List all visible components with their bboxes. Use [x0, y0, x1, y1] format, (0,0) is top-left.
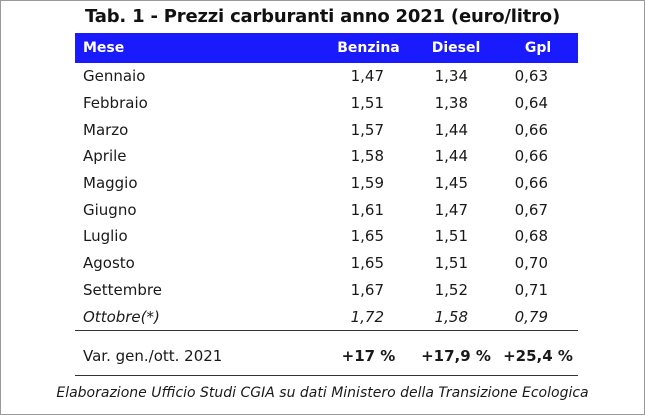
gpl-cell: 0,64: [514, 94, 548, 113]
spacer-row: [75, 330, 578, 343]
benzina-cell: 1,61: [350, 200, 384, 219]
benzina-cell: 1,65: [350, 227, 384, 246]
diesel-cell: 1,52: [434, 280, 468, 299]
fuel-price-table: Mese Benzina Diesel Gpl Gennaio 1,47 1,3…: [75, 33, 578, 376]
month-cell: Ottobre(*): [75, 303, 323, 331]
month-cell: Marzo: [83, 120, 129, 139]
benzina-cell: 1,59: [350, 174, 384, 193]
column-header-diesel: Diesel: [414, 33, 498, 63]
gpl-cell: 0,66: [514, 147, 548, 166]
month-cell: Luglio: [83, 227, 128, 246]
month-cell: Febbraio: [83, 94, 148, 113]
bottom-rule-row: [75, 368, 578, 376]
gpl-cell: 0,66: [514, 120, 548, 139]
gpl-cell: 0,68: [514, 227, 548, 246]
month-cell: Giugno: [83, 200, 137, 219]
month-cell: Agosto: [83, 254, 135, 273]
variation-gpl: +25,4 %: [503, 346, 573, 365]
gpl-cell: 0,70: [514, 254, 548, 273]
gpl-cell: 0,79: [498, 303, 578, 331]
diesel-cell: 1,58: [414, 303, 498, 331]
gpl-cell: 0,63: [514, 67, 548, 86]
variation-benzina: +17 %: [341, 346, 396, 365]
month-cell: Settembre: [83, 280, 162, 299]
diesel-cell: 1,51: [434, 254, 468, 273]
month-cell: Gennaio: [83, 67, 146, 86]
benzina-cell: 1,47: [350, 67, 384, 86]
diesel-cell: 1,44: [434, 120, 468, 139]
diesel-cell: 1,34: [434, 67, 468, 86]
table-row: Giugno 1,61 1,47 0,67: [75, 196, 578, 223]
benzina-cell: 1,58: [350, 147, 384, 166]
table-row: Gennaio 1,47 1,34 0,63: [75, 63, 578, 90]
benzina-cell: 1,65: [350, 254, 384, 273]
diesel-cell: 1,38: [434, 94, 468, 113]
month-cell: Aprile: [83, 147, 127, 166]
table-row: Aprile 1,58 1,44 0,66: [75, 143, 578, 170]
benzina-cell: 1,67: [350, 280, 384, 299]
month-cell: Maggio: [83, 174, 138, 193]
diesel-cell: 1,51: [434, 227, 468, 246]
table-row: Febbraio 1,51 1,38 0,64: [75, 90, 578, 117]
variation-row: Var. gen./ott. 2021 +17 % +17,9 % +25,4 …: [75, 343, 578, 369]
variation-diesel: +17,9 %: [421, 346, 491, 365]
gpl-cell: 0,71: [514, 280, 548, 299]
table-row: Agosto 1,65 1,51 0,70: [75, 250, 578, 277]
column-header-gpl: Gpl: [498, 33, 578, 63]
benzina-cell: 1,72: [323, 303, 414, 331]
table-row: Marzo 1,57 1,44 0,66: [75, 116, 578, 143]
source-note: Elaborazione Ufficio Studi CGIA su dati …: [56, 385, 589, 401]
table-title: Tab. 1 - Prezzi carburanti anno 2021 (eu…: [84, 6, 560, 27]
table-row: Luglio 1,65 1,51 0,68: [75, 223, 578, 250]
column-header-month: Mese: [75, 33, 323, 63]
diesel-cell: 1,47: [434, 200, 468, 219]
column-header-benzina: Benzina: [323, 33, 414, 63]
gpl-cell: 0,67: [514, 200, 548, 219]
benzina-cell: 1,51: [350, 94, 384, 113]
gpl-cell: 0,66: [514, 174, 548, 193]
benzina-cell: 1,57: [350, 120, 384, 139]
table-row: Maggio 1,59 1,45 0,66: [75, 170, 578, 197]
table-header-row: Mese Benzina Diesel Gpl: [75, 33, 578, 63]
table-row: Settembre 1,67 1,52 0,71: [75, 277, 578, 304]
diesel-cell: 1,44: [434, 147, 468, 166]
diesel-cell: 1,45: [434, 174, 468, 193]
variation-label: Var. gen./ott. 2021: [83, 346, 223, 365]
table-row-partial-month: Ottobre(*) 1,72 1,58 0,79: [75, 303, 578, 331]
